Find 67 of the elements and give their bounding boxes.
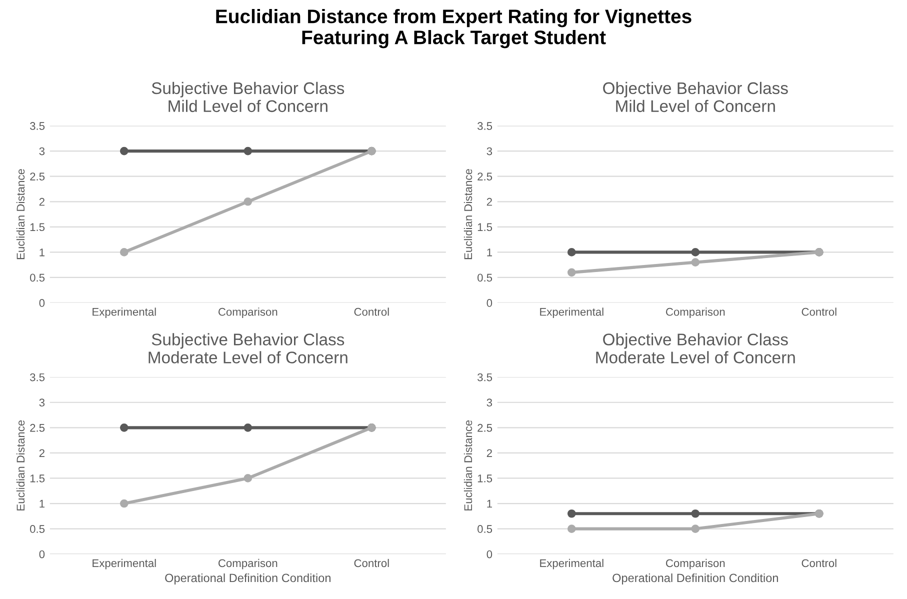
point [567,248,576,256]
x-axis-title: Operational Definition Condition [165,573,330,584]
point [567,268,576,277]
y-tick-label: 0 [486,550,492,558]
point [244,423,252,432]
y-axis-title: Euclidian Distance [16,420,25,510]
y-tick-label: 1 [487,500,492,508]
x-tick-label: Control [802,308,836,316]
y-tick-label: 3 [486,398,492,407]
x-tick-label: Control [354,308,389,316]
x-tick-label: Control [802,558,836,568]
y-tick-label: 2.5 [478,172,492,180]
y-tick-label: 2 [39,449,44,457]
point [244,197,252,206]
y-tick-label: 1.5 [478,474,492,482]
point [691,248,700,256]
point [691,258,700,266]
y-tick-label: 0.5 [478,525,492,533]
y-tick-label: 3.5 [478,373,492,382]
chart-title: Objective Behavior Class Mild Level of Concern [603,82,788,112]
y-tick-label: 1.5 [478,223,492,232]
y-tick-label: 3.5 [30,373,45,382]
x-tick-label: Experimental [540,558,604,570]
y-tick-label: 2.5 [478,424,492,432]
y-tick-label: 2 [486,198,492,206]
x-tick-label: Experimental [540,308,604,318]
y-tick-label: 3 [486,147,492,156]
x-axis-title: Operational Definition Condition [612,573,778,584]
x-tick-label: Comparison [218,308,278,318]
y-tick-label: 1.5 [30,223,45,232]
point [244,146,252,156]
y-axis-title: Euclidian Distance [16,169,25,260]
chart-title: Objective Behavior Class Moderate Level of Concern [596,333,795,364]
point [120,499,128,508]
y-tick-label: 2.5 [30,424,45,432]
y-tick-label: 3 [39,398,45,407]
y-tick-label: 1 [40,248,44,256]
x-tick-label: Comparison [666,308,725,318]
y-axis-title: Euclidian Distance [464,420,472,510]
y-axis-title: Euclidian Distance [464,169,472,260]
y-tick-label: 3.5 [478,122,492,130]
point [244,474,252,482]
x-tick-label: Comparison [666,558,725,570]
y-tick-label: 0 [39,299,45,307]
x-tick-label: Control [354,558,389,568]
y-tick-label: 1.5 [30,474,45,482]
y-tick-label: 1 [40,500,44,508]
y-tick-label: 3.5 [30,122,45,130]
chart-title: Subjective Behavior Class Moderate Level of Concern [148,333,348,364]
y-tick-label: 2.5 [30,172,45,180]
x-tick-label: Experimental [92,308,156,318]
y-tick-label: 2 [486,449,492,457]
y-tick-label: 0.5 [30,274,45,282]
chart-title: Subjective Behavior Class Mild Level of Concern [152,82,344,112]
y-tick-label: 0.5 [478,274,492,282]
text: Euclidian Distance from Expert Rating for Vignettes Featuring A Black Target Student [216,8,692,48]
y-tick-label: 1 [487,248,492,256]
y-tick-label: 2 [39,198,44,206]
y-tick-label: 3 [39,147,45,156]
y-tick-label: 0 [39,550,45,558]
y-tick-label: 0 [486,299,492,307]
x-tick-label: Comparison [218,558,278,570]
point [120,146,128,156]
point [120,423,128,432]
x-tick-label: Experimental [92,558,156,570]
point [120,248,128,256]
y-tick-label: 0.5 [30,525,45,533]
